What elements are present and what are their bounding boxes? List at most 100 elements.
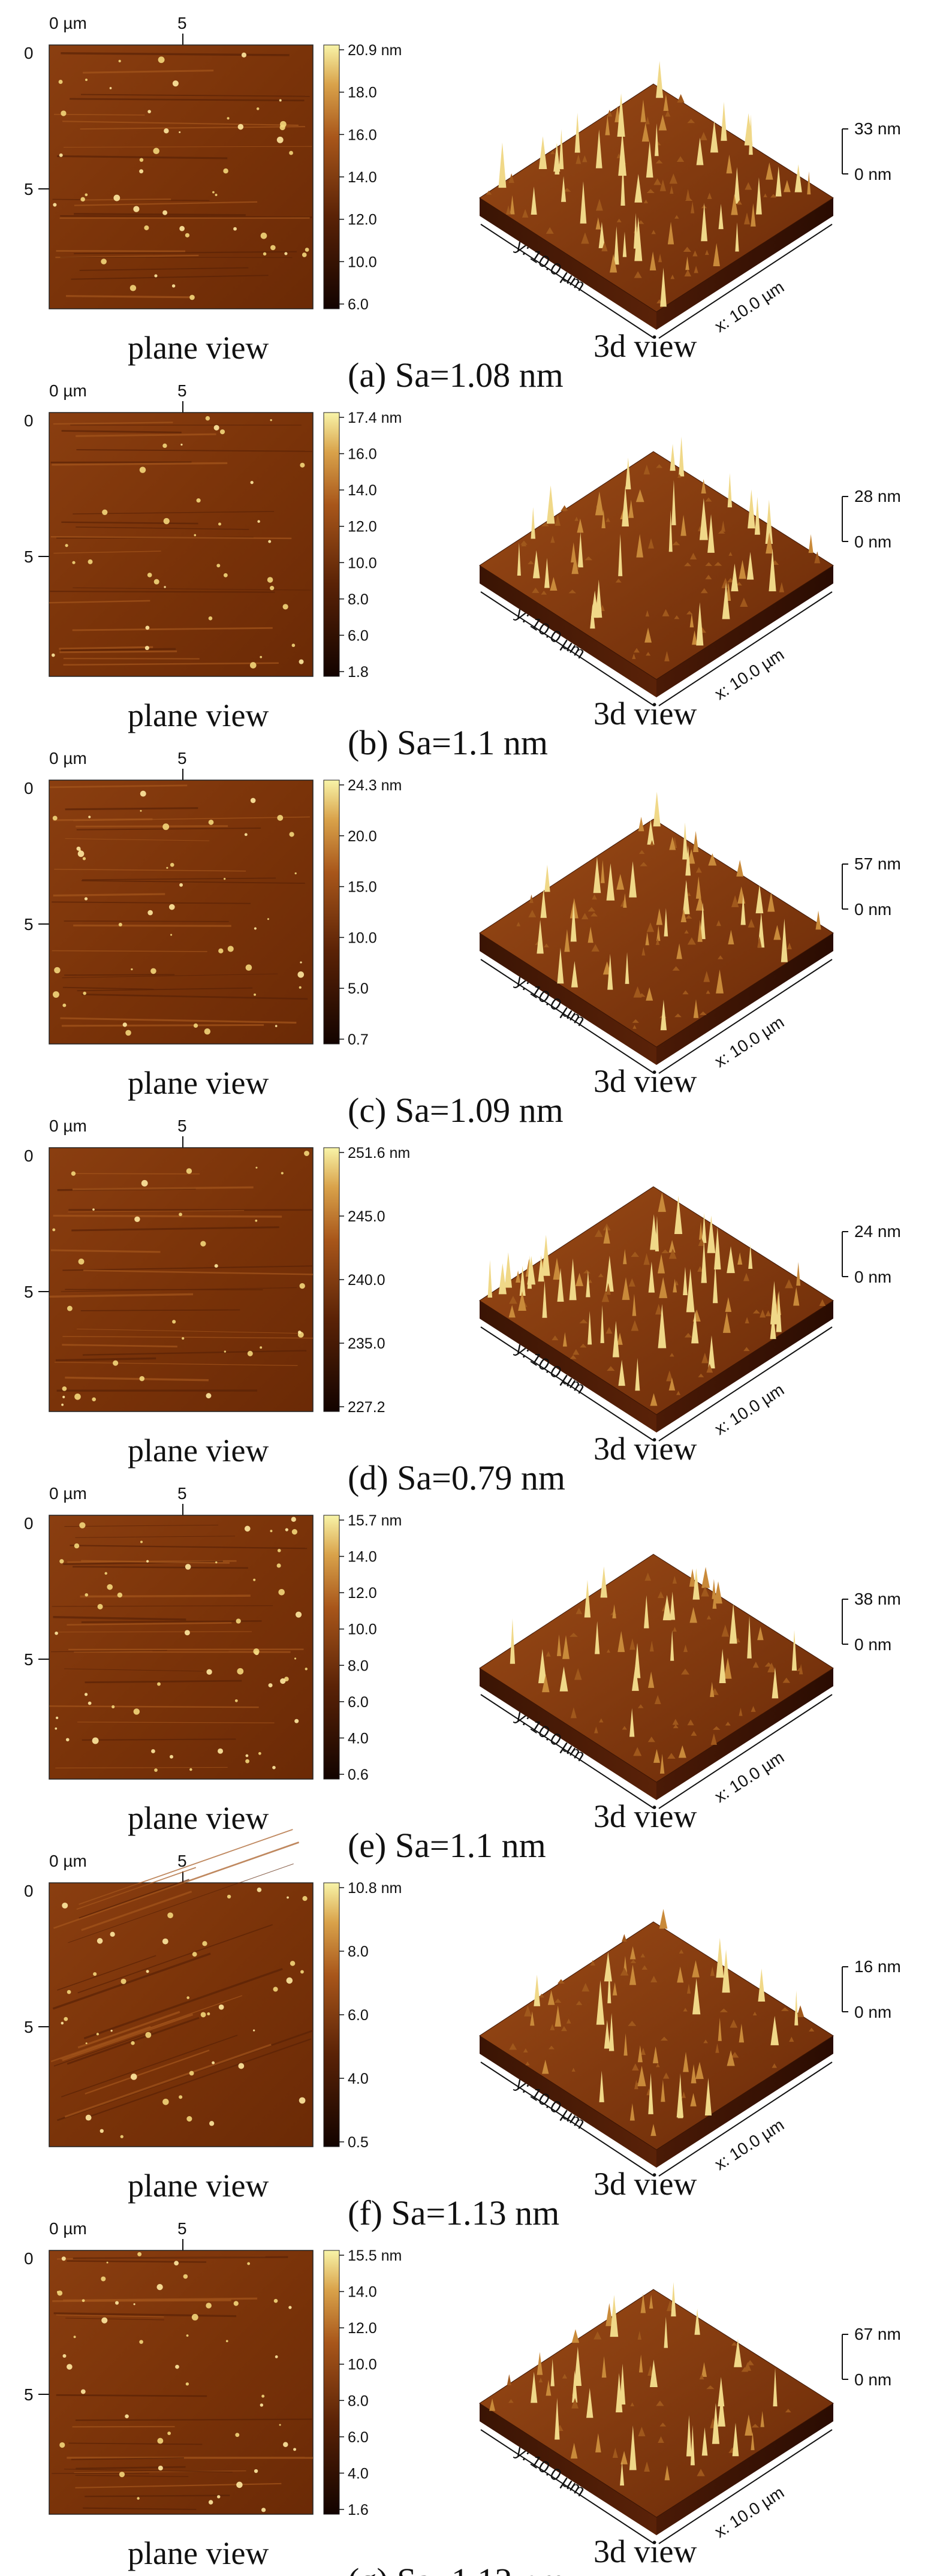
surface-streak <box>52 2299 231 2303</box>
surface-particle <box>304 1151 309 1156</box>
surface-streak <box>80 198 171 201</box>
surface-3d-peak <box>534 1975 541 2006</box>
surface-particle <box>250 480 254 484</box>
surface-particle <box>212 191 215 194</box>
surface-3d-peak <box>685 845 691 876</box>
surface-3d-peak <box>653 792 661 827</box>
surface-3d-peak <box>693 830 699 853</box>
surface-streak <box>82 994 308 1000</box>
surface-particle <box>146 1560 149 1563</box>
surface-particle <box>139 158 144 162</box>
surface-3d-peak <box>641 947 646 956</box>
surface-particle <box>179 225 185 231</box>
surface-particle <box>131 968 133 971</box>
surface-3d-peak <box>582 155 587 162</box>
surface-3d-peak <box>622 486 629 526</box>
top-tick-label: 0 µm <box>49 1484 87 1503</box>
surface-particle <box>253 2029 255 2032</box>
surface-3d-peak <box>699 1221 703 1240</box>
surface-3d-peak <box>667 1753 676 1759</box>
surface-streak <box>67 2260 207 2263</box>
surface-3d-peak <box>699 498 708 540</box>
surface-3d-peak <box>580 181 587 224</box>
surface-particle <box>158 56 165 64</box>
surface-3d-peak <box>678 1745 686 1758</box>
color-scale-label: 18.0 <box>348 85 377 101</box>
surface-3d-peak <box>561 176 567 202</box>
surface-3d-peak <box>679 437 685 477</box>
surface-3d-peak <box>719 2008 728 2012</box>
surface-3d-peak <box>662 1594 671 1621</box>
surface-3d-peak <box>659 1909 668 1929</box>
surface-particle <box>299 2097 306 2104</box>
surface-particle <box>174 2261 179 2266</box>
color-scale-label: 24.3 nm <box>348 777 402 794</box>
surface-3d-peak <box>755 884 764 914</box>
surface-3d-peak <box>489 2399 496 2411</box>
surface-streak <box>85 2050 210 2094</box>
surface-particle <box>227 1894 231 1899</box>
surface-3d-peak <box>672 966 680 971</box>
surface-particle <box>154 1768 158 1772</box>
surface-particle <box>52 1228 56 1232</box>
surface-particle <box>254 993 257 996</box>
surface-particle <box>270 245 276 251</box>
surface-particle <box>204 1028 211 1035</box>
surface-particle <box>141 1179 148 1187</box>
plane-view-image <box>49 1515 314 1780</box>
surface-particle <box>97 1938 103 1944</box>
color-scale-bar <box>323 1882 340 2147</box>
surface-particle <box>185 2382 189 2386</box>
left-tick-label: 5 <box>24 2018 34 2036</box>
surface-3d-peak <box>618 1359 625 1386</box>
surface-particle <box>62 1386 67 1391</box>
surface-streak <box>81 1891 192 1931</box>
surface-3d-peak <box>767 1662 776 1673</box>
surface-3d-peak <box>542 1281 547 1318</box>
surface-3d-peak <box>528 560 534 564</box>
surface-3d-peak <box>612 1604 616 1618</box>
surface-3d-peak <box>614 226 619 265</box>
surface-3d-peak <box>582 1983 590 1992</box>
surface-3d-peak <box>546 227 554 234</box>
surface-3d-peak <box>705 574 712 580</box>
surface-particle <box>67 1305 73 1311</box>
color-scale-label: 10.0 <box>348 555 377 571</box>
surface-3d-peak <box>683 2008 688 2012</box>
surface-3d-peak <box>692 1960 700 1978</box>
surface-3d-peak <box>615 579 622 583</box>
color-scale-label: 10.0 <box>348 1621 377 1638</box>
surface-particle <box>147 910 153 916</box>
surface-3d-peak <box>646 922 655 932</box>
surface-streak <box>65 2318 164 2321</box>
color-scale-label: 15.5 nm <box>348 2247 402 2264</box>
surface-3d-peak <box>773 925 781 940</box>
color-scale-label: 12.0 <box>348 1585 377 1602</box>
surface-particle <box>257 1887 262 1892</box>
surface-3d-peak <box>629 861 637 898</box>
surface-particle <box>162 2098 169 2105</box>
surface-3d-peak <box>728 552 733 556</box>
surface-3d-peak <box>632 1025 637 1029</box>
surface-particle <box>218 522 222 526</box>
surface-3d-peak <box>645 932 649 946</box>
surface-3d-peak <box>680 514 686 536</box>
plane-view-image <box>49 780 314 1045</box>
surface-streak <box>74 213 246 216</box>
surface-particle <box>85 1593 89 1597</box>
surface-3d-peak <box>722 1312 731 1333</box>
surface-3d-peak <box>629 2425 637 2470</box>
surface-particle <box>256 107 260 110</box>
surface-3d-peak <box>566 2018 571 2024</box>
surface-streak <box>83 2507 197 2511</box>
surface-particle <box>276 136 284 143</box>
surface-streak <box>54 868 246 872</box>
surface-3d-peak <box>594 1726 598 1734</box>
surface-particle <box>273 2298 278 2303</box>
surface-3d-peak <box>791 1630 797 1671</box>
surface-3d-peak <box>510 1618 516 1664</box>
surface-3d-peak <box>659 1753 665 1774</box>
surface-3d-peak <box>531 2372 538 2403</box>
